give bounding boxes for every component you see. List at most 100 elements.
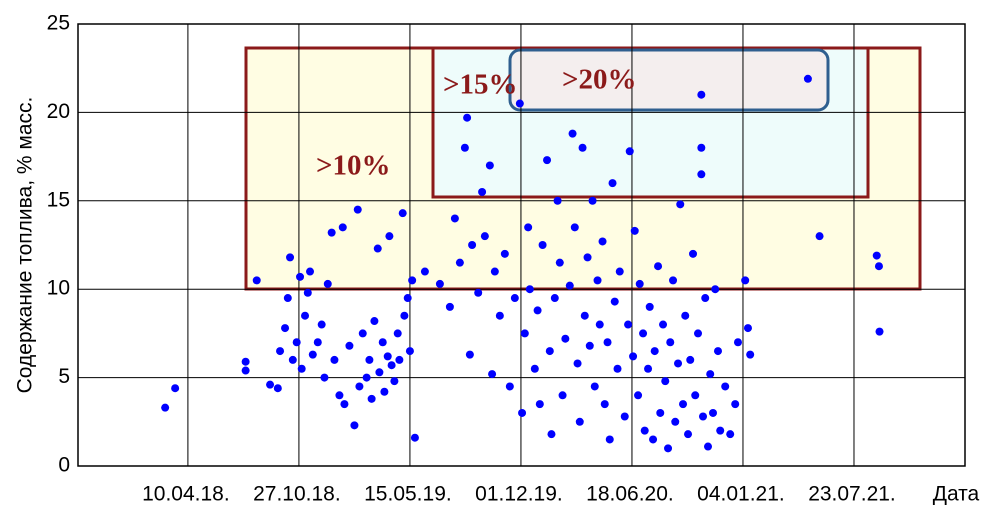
point: [400, 311, 409, 320]
y-tick-label: 5: [58, 365, 70, 388]
point: [465, 350, 474, 359]
point: [733, 338, 742, 347]
point: [600, 400, 609, 409]
point: [684, 430, 693, 439]
point: [588, 196, 597, 205]
y-tick-label: 25: [47, 12, 70, 35]
point: [568, 129, 577, 138]
point: [624, 320, 633, 329]
x-axis-label: Дата: [933, 483, 980, 506]
point: [445, 302, 454, 311]
point: [398, 209, 407, 218]
point: [283, 294, 292, 303]
point: [362, 373, 371, 382]
point: [803, 74, 812, 83]
point: [575, 417, 584, 426]
point: [524, 223, 533, 232]
point: [595, 320, 604, 329]
point: [350, 421, 359, 430]
point: [694, 329, 703, 338]
point: [390, 377, 399, 386]
point: [480, 232, 489, 241]
point: [593, 276, 602, 285]
point: [405, 347, 414, 356]
point: [620, 412, 629, 421]
point: [485, 161, 494, 170]
point: [639, 329, 648, 338]
point: [538, 241, 547, 249]
point: [393, 329, 402, 338]
point: [518, 408, 527, 417]
point: [650, 347, 659, 356]
point: [385, 232, 394, 241]
point: [365, 355, 374, 364]
point: [306, 267, 315, 276]
annotation: >10%: [316, 150, 391, 182]
point: [252, 276, 261, 285]
point: [340, 400, 349, 409]
point: [874, 262, 883, 271]
point: [460, 143, 469, 152]
point: [474, 288, 483, 297]
point: [468, 241, 477, 249]
x-tick-label: 01.12.19.: [475, 483, 563, 506]
point: [689, 249, 698, 258]
point: [704, 442, 713, 451]
point: [645, 302, 654, 311]
point: [558, 391, 567, 400]
point: [630, 226, 639, 235]
point: [701, 294, 710, 303]
point: [570, 223, 579, 232]
x-tick-label: 23.07.21.: [808, 483, 896, 506]
annotation: >20%: [562, 64, 637, 96]
point: [273, 384, 282, 393]
point: [323, 279, 332, 288]
y-axis-label: Содержание топлива, % масс.: [14, 97, 37, 394]
point: [716, 426, 725, 435]
point: [613, 364, 622, 373]
point: [669, 276, 678, 285]
point: [598, 237, 607, 246]
point: [171, 384, 180, 393]
point: [303, 288, 312, 297]
point: [367, 394, 376, 403]
point: [573, 359, 582, 368]
plot-border: [77, 23, 966, 467]
point: [450, 214, 459, 223]
point: [281, 324, 290, 333]
point: [721, 382, 730, 391]
point: [681, 311, 690, 320]
point: [686, 355, 695, 364]
point: [288, 355, 297, 364]
point: [731, 400, 740, 409]
point: [872, 251, 881, 260]
point: [661, 377, 670, 386]
point: [353, 205, 362, 214]
point: [297, 364, 306, 373]
point: [533, 306, 542, 315]
point: [387, 361, 396, 370]
point: [875, 327, 884, 336]
point: [555, 258, 564, 267]
point: [691, 391, 700, 400]
point: [355, 382, 364, 391]
point: [463, 113, 472, 122]
point: [505, 382, 514, 391]
point: [583, 253, 592, 262]
point: [697, 90, 706, 99]
point: [330, 355, 339, 364]
point: [605, 435, 614, 444]
point: [585, 341, 594, 350]
point: [711, 285, 720, 294]
point: [706, 370, 715, 379]
point: [455, 258, 464, 267]
point: [550, 294, 559, 303]
point: [308, 350, 317, 359]
point: [644, 364, 653, 373]
point: [726, 430, 735, 439]
point: [659, 320, 668, 329]
point: [603, 338, 612, 347]
point: [671, 417, 680, 426]
point: [345, 341, 354, 350]
point: [301, 311, 310, 320]
